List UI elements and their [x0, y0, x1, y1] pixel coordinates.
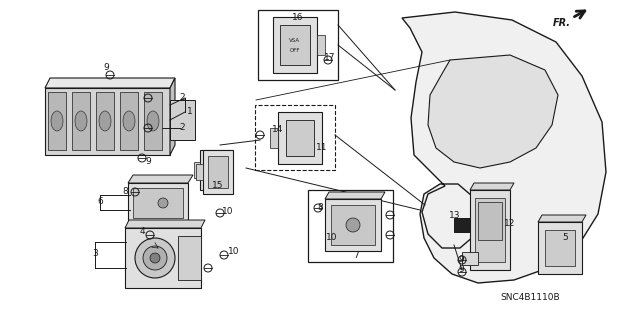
Polygon shape	[72, 92, 90, 150]
Polygon shape	[280, 25, 310, 65]
Text: 6: 6	[97, 197, 103, 206]
Text: 3: 3	[92, 249, 98, 257]
Circle shape	[150, 253, 160, 263]
Polygon shape	[170, 78, 175, 155]
Polygon shape	[325, 192, 385, 199]
Bar	[258, 10, 338, 80]
Bar	[255, 105, 335, 170]
Polygon shape	[462, 252, 478, 265]
Polygon shape	[538, 222, 582, 274]
Polygon shape	[454, 218, 470, 232]
Polygon shape	[325, 199, 381, 251]
Ellipse shape	[123, 111, 135, 131]
Polygon shape	[331, 205, 375, 245]
Polygon shape	[144, 92, 162, 150]
Text: 10: 10	[228, 248, 240, 256]
Polygon shape	[478, 202, 502, 240]
Polygon shape	[120, 92, 138, 150]
Polygon shape	[128, 183, 188, 223]
Circle shape	[143, 246, 167, 270]
Ellipse shape	[75, 111, 87, 131]
Polygon shape	[470, 190, 510, 270]
Polygon shape	[133, 188, 183, 218]
Ellipse shape	[51, 111, 63, 131]
Polygon shape	[200, 150, 230, 190]
Polygon shape	[125, 220, 205, 228]
Polygon shape	[96, 92, 114, 150]
Text: 8: 8	[122, 188, 128, 197]
Polygon shape	[538, 215, 586, 222]
Polygon shape	[45, 78, 175, 88]
Polygon shape	[428, 55, 558, 168]
Polygon shape	[170, 100, 195, 140]
Polygon shape	[203, 150, 233, 194]
Text: 13: 13	[449, 211, 461, 219]
Text: 4: 4	[139, 227, 145, 236]
Text: 9: 9	[458, 256, 464, 264]
Polygon shape	[178, 236, 201, 280]
Text: 10: 10	[222, 207, 234, 217]
Circle shape	[346, 218, 360, 232]
Text: 11: 11	[316, 144, 328, 152]
Polygon shape	[270, 128, 278, 148]
Text: 9: 9	[103, 63, 109, 72]
Text: 16: 16	[292, 13, 304, 23]
Text: 17: 17	[324, 53, 336, 62]
Text: OFF: OFF	[290, 48, 300, 53]
Text: VSA: VSA	[289, 38, 301, 42]
Text: 5: 5	[562, 233, 568, 241]
Text: 1: 1	[187, 108, 193, 116]
Polygon shape	[545, 230, 575, 266]
Polygon shape	[402, 12, 606, 283]
Text: 14: 14	[272, 125, 284, 135]
Polygon shape	[194, 162, 200, 178]
Polygon shape	[208, 156, 228, 188]
Polygon shape	[317, 35, 325, 55]
Polygon shape	[470, 183, 514, 190]
Text: 9: 9	[145, 158, 151, 167]
Polygon shape	[203, 154, 227, 186]
Text: 7: 7	[353, 250, 359, 259]
Text: 2: 2	[179, 93, 185, 102]
Polygon shape	[273, 17, 317, 73]
Text: FR.: FR.	[553, 18, 571, 28]
Text: SNC4B1110B: SNC4B1110B	[500, 293, 560, 302]
Polygon shape	[286, 120, 314, 156]
Text: 15: 15	[212, 181, 224, 189]
Text: 10: 10	[326, 234, 338, 242]
Polygon shape	[278, 112, 322, 164]
Circle shape	[135, 238, 175, 278]
Polygon shape	[45, 88, 170, 155]
Polygon shape	[196, 164, 203, 180]
Bar	[308, 190, 393, 262]
Ellipse shape	[99, 111, 111, 131]
Text: 8: 8	[317, 204, 323, 212]
Polygon shape	[125, 228, 201, 288]
Polygon shape	[475, 198, 505, 262]
Text: 2: 2	[179, 123, 185, 132]
Polygon shape	[128, 175, 193, 183]
Ellipse shape	[147, 111, 159, 131]
Circle shape	[158, 198, 168, 208]
Text: 12: 12	[504, 219, 516, 227]
Polygon shape	[48, 92, 66, 150]
Text: 9: 9	[458, 265, 464, 275]
